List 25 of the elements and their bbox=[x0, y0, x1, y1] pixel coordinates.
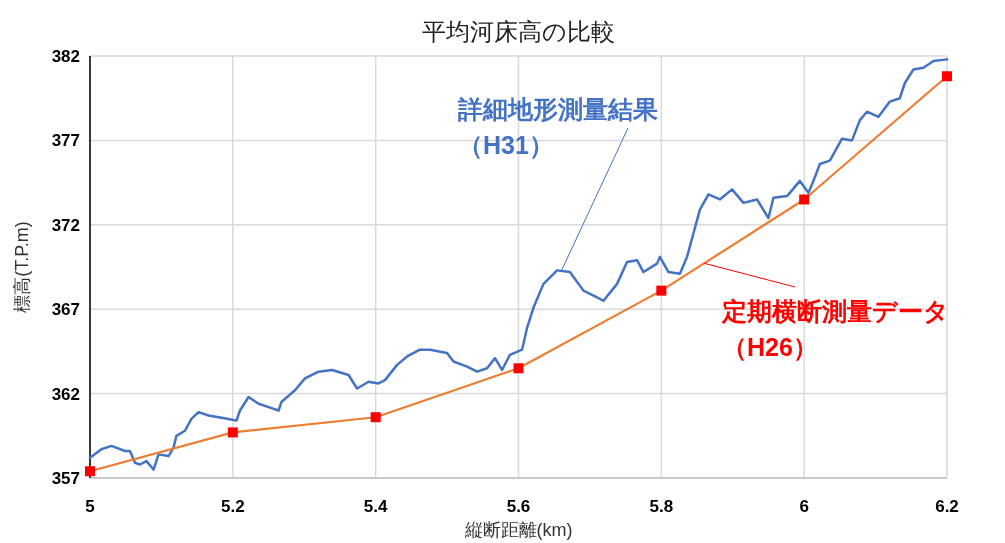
chart-title: 平均河床高の比較 bbox=[422, 18, 615, 45]
point bbox=[370, 412, 381, 423]
y-tick-label: 382 bbox=[51, 47, 80, 66]
x-tick-label: 5 bbox=[85, 497, 95, 516]
text: 詳細地形測量結果（H31） bbox=[457, 95, 658, 159]
y-tick-label: 357 bbox=[51, 469, 80, 488]
point bbox=[942, 71, 952, 82]
point bbox=[799, 194, 810, 205]
x-axis-title: 縦断距離(km) bbox=[463, 520, 573, 540]
x-tick-label: 5.2 bbox=[221, 497, 245, 516]
point bbox=[656, 285, 667, 296]
point bbox=[227, 427, 238, 438]
legend-label: 定期横断測量データ（H26） bbox=[721, 297, 949, 361]
x-tick-label: 5.6 bbox=[506, 497, 531, 516]
y-tick-label: 367 bbox=[51, 300, 80, 320]
point bbox=[85, 466, 95, 477]
y-axis-title: 標高(T.P.m) bbox=[12, 221, 32, 313]
x-tick-label: 6 bbox=[799, 497, 809, 516]
point bbox=[513, 363, 524, 374]
y-tick-label: 372 bbox=[51, 215, 80, 235]
x-tick-label: 5.4 bbox=[363, 497, 389, 516]
y-tick-label: 362 bbox=[51, 384, 80, 404]
x-tick-label: 6.2 bbox=[935, 497, 959, 516]
y-tick-label: 377 bbox=[51, 131, 80, 151]
x-tick-label: 5.8 bbox=[649, 497, 674, 516]
